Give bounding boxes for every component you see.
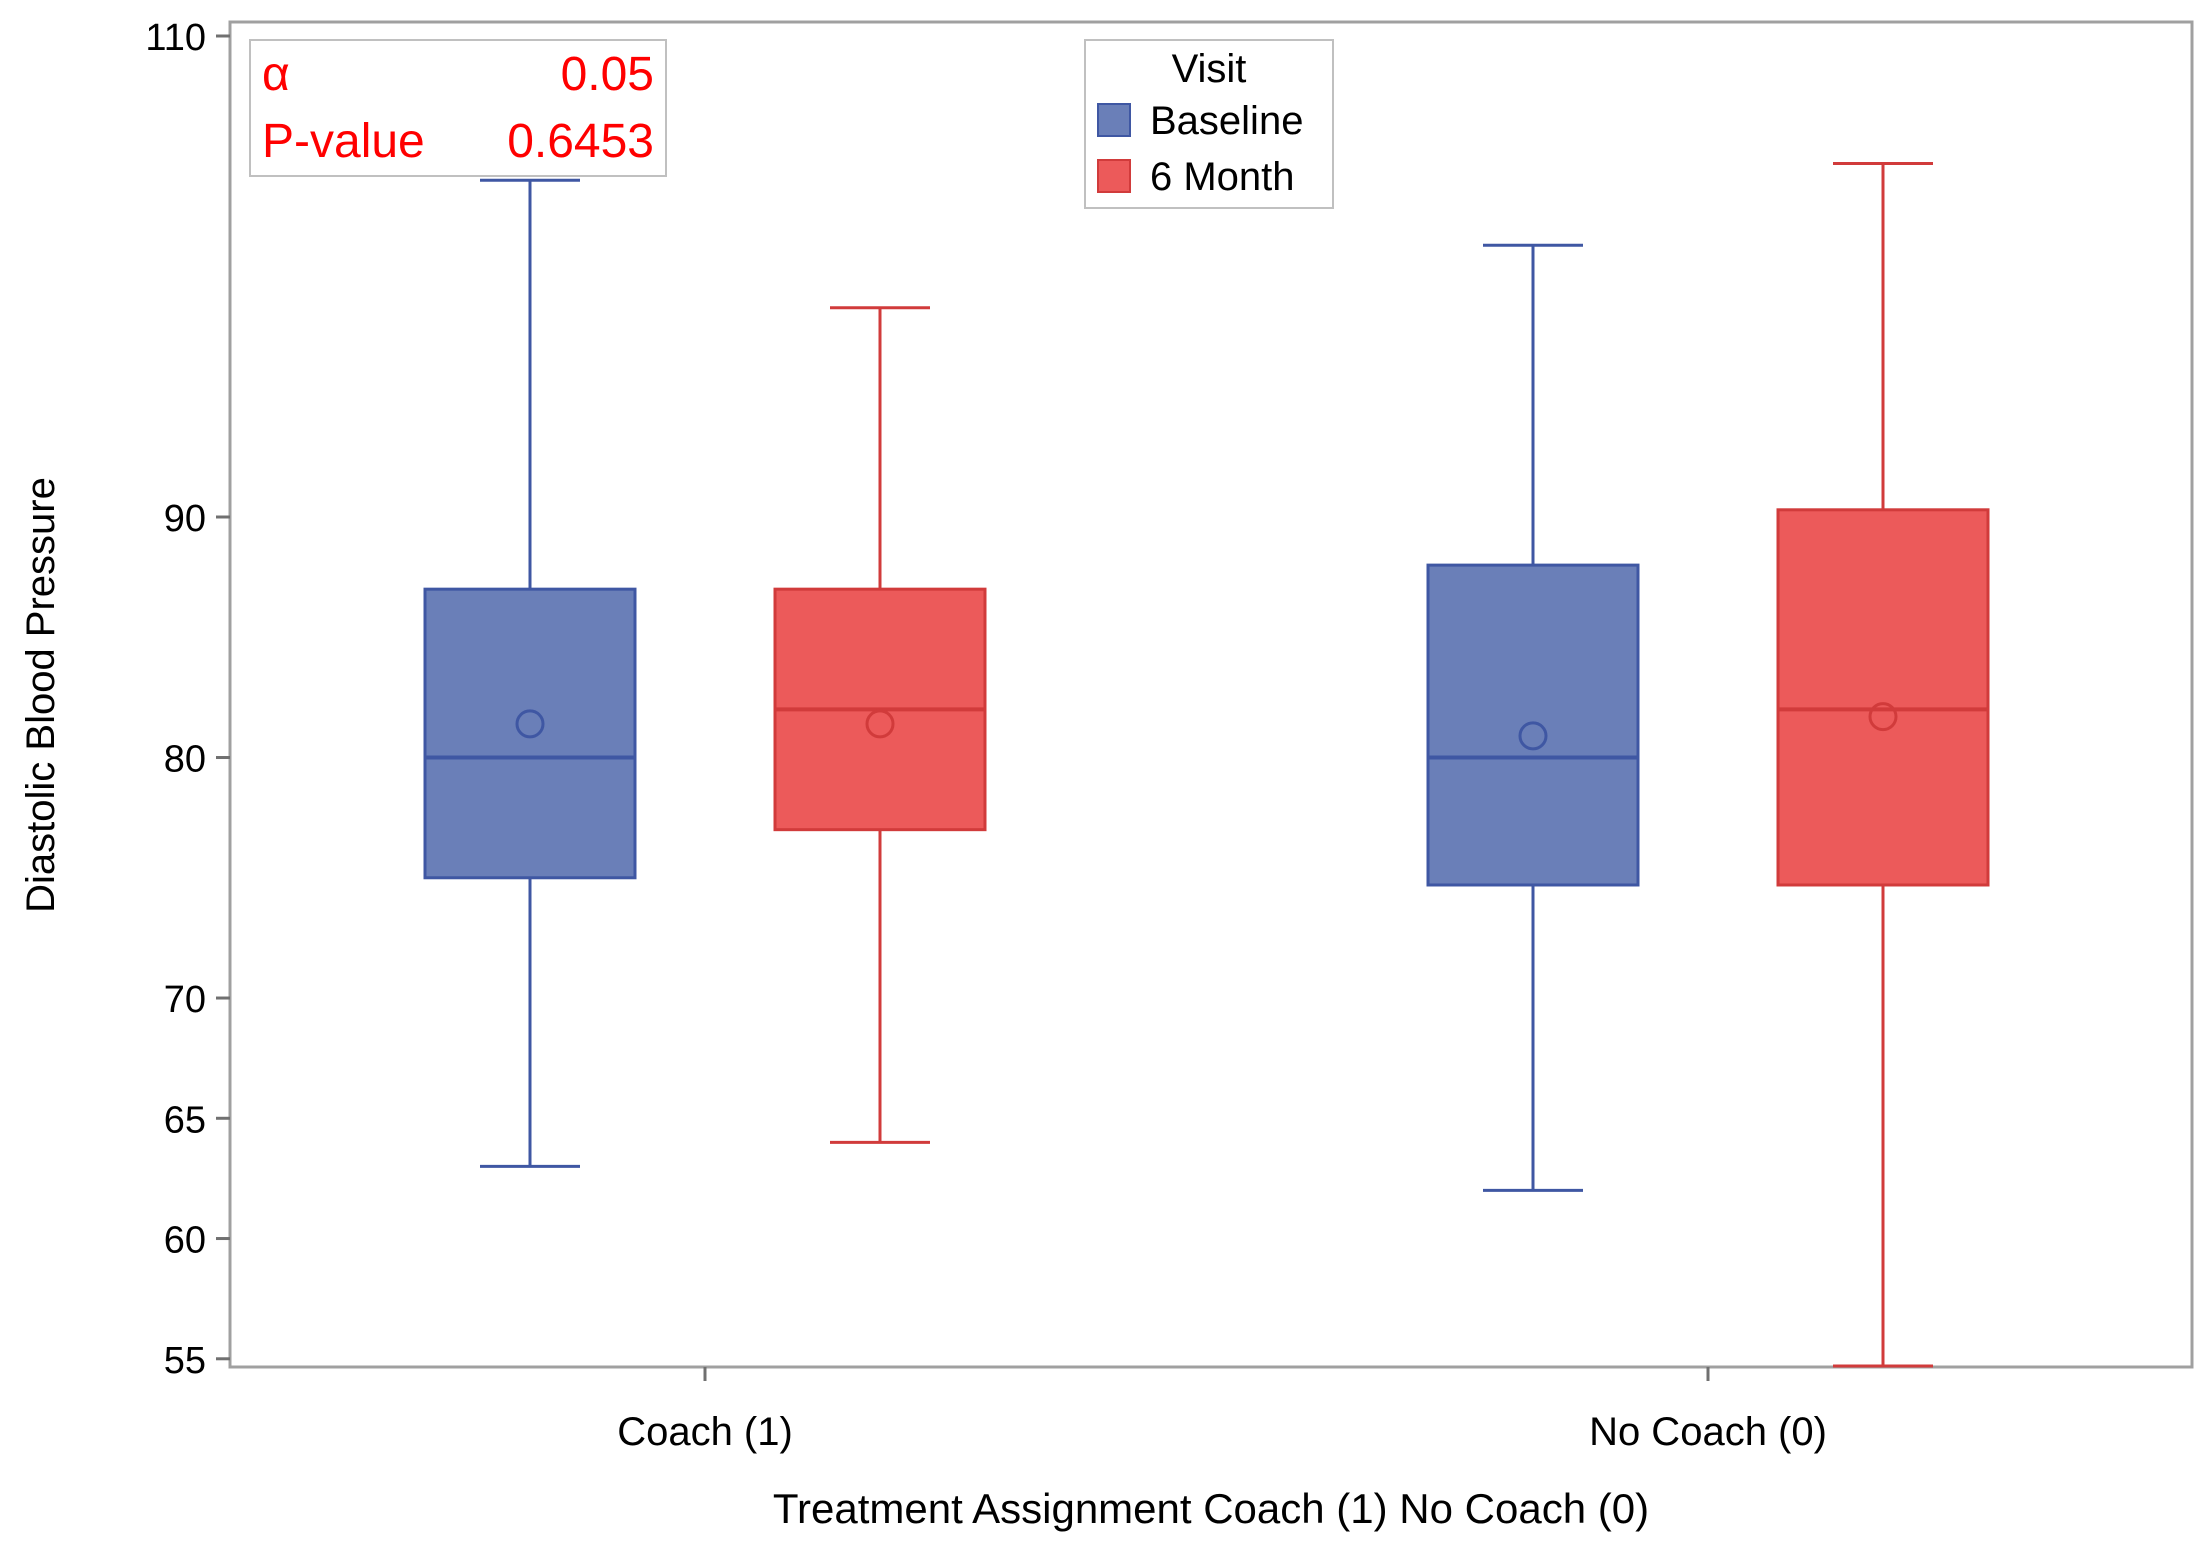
legend: Visit Baseline 6 Month <box>1084 39 1334 209</box>
stats-inset: α 0.05 P-value 0.6453 <box>249 39 667 177</box>
y-tick-label: 90 <box>164 498 206 540</box>
y-tick-label: 55 <box>164 1340 206 1382</box>
box-baseline-2 <box>1426 243 1640 1192</box>
y-tick-label: 60 <box>164 1220 206 1262</box>
pvalue-value: 0.6453 <box>507 115 654 168</box>
legend-swatch-baseline <box>1097 103 1131 137</box>
x-tick-label: No Coach (0) <box>1589 1410 1827 1454</box>
stats-inset-box <box>249 39 667 177</box>
box-series-group <box>423 161 1990 1368</box>
y-axis: 55 60 65 70 80 90 110 <box>145 17 230 1382</box>
x-axis: Coach (1) No Coach (0) <box>617 1367 1827 1454</box>
x-axis-label: Treatment Assignment Coach (1) No Coach … <box>773 1485 1649 1532</box>
box-baseline-1 <box>423 178 637 1168</box>
mean-marker <box>515 709 545 739</box>
legend-swatch-6-month <box>1097 159 1131 193</box>
box-iqr <box>1776 508 1990 887</box>
mean-marker <box>865 709 895 739</box>
mean-marker <box>1518 721 1548 751</box>
legend-entry-baseline: Baseline <box>1150 99 1303 143</box>
pvalue-label: P-value <box>262 115 425 168</box>
alpha-value: 0.05 <box>561 48 654 101</box>
box-iqr <box>1426 563 1640 887</box>
mean-marker <box>1868 702 1898 732</box>
box-iqr <box>423 587 637 880</box>
legend-entry-6-month: 6 Month <box>1150 155 1295 199</box>
y-tick-label: 110 <box>145 17 206 59</box>
y-tick-label: 80 <box>164 739 206 781</box>
x-tick-label: Coach (1) <box>617 1410 793 1454</box>
y-axis-label: Diastolic Blood Pressure <box>19 477 63 913</box>
legend-title: Visit <box>1172 47 1247 91</box>
plot-area-frame <box>228 20 2194 1369</box>
alpha-label: α <box>262 48 290 101</box>
box-6-month-2 <box>1776 161 1990 1368</box>
y-tick-label: 70 <box>164 979 206 1021</box>
y-tick-label: 65 <box>164 1099 206 1141</box>
box-6-month-1 <box>773 306 987 1144</box>
